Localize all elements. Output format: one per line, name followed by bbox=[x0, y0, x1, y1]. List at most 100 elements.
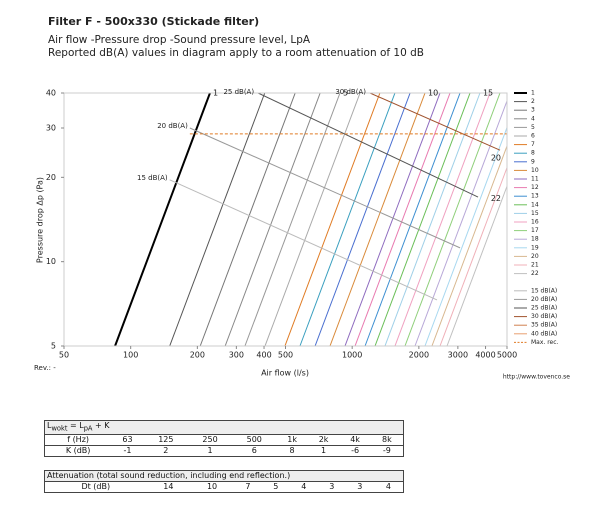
series-line bbox=[244, 93, 341, 346]
series-line bbox=[424, 126, 507, 346]
legend-label: 5 bbox=[531, 124, 535, 131]
table-cell: 500 bbox=[232, 433, 277, 446]
series-line bbox=[189, 127, 461, 249]
table-cell: 1k bbox=[276, 433, 308, 446]
series-line bbox=[264, 93, 361, 346]
table-cell: 7 bbox=[233, 481, 262, 493]
table-cell: 8 bbox=[276, 444, 308, 457]
series-line bbox=[169, 93, 266, 346]
table-cell: 63 bbox=[111, 433, 144, 446]
table-row: f (Hz) 63 125 250 500 1k 2k 4k 8k bbox=[44, 433, 404, 446]
legend-label: 8 bbox=[531, 150, 535, 157]
table-cell: 1 bbox=[307, 444, 340, 457]
table-cell: K (dB) bbox=[44, 444, 112, 457]
series-line bbox=[314, 93, 411, 346]
legend-label: 15 bbox=[531, 210, 539, 217]
table-cell: Dt (dB) bbox=[43, 481, 147, 493]
table-row: K (dB) -1 2 1 6 8 1 -6 -9 bbox=[44, 444, 404, 457]
series-line bbox=[414, 99, 507, 346]
title: Filter F - 500x330 (Stickade filter) bbox=[48, 15, 259, 28]
y-tick-label: 5 bbox=[51, 342, 56, 351]
url: http://www.tovenco.se bbox=[503, 374, 570, 381]
table-cell: -1 bbox=[111, 444, 144, 457]
series-label: 20 dB(A) bbox=[157, 122, 188, 130]
y-tick-label: 40 bbox=[46, 89, 56, 98]
legend-label: 16 bbox=[531, 219, 539, 226]
title-part: = L bbox=[67, 421, 84, 430]
title-part: pA bbox=[83, 424, 93, 433]
x-tick-label: 3000 bbox=[448, 351, 468, 360]
x-tick-label: 5000 bbox=[497, 351, 517, 360]
legend-label: 19 bbox=[531, 244, 539, 251]
series-label: 20 bbox=[491, 154, 501, 163]
series-line bbox=[369, 93, 501, 151]
legend-label: 40 dB(A) bbox=[531, 330, 557, 337]
series-line bbox=[199, 93, 296, 346]
series-line bbox=[394, 93, 491, 346]
legend-label: 6 bbox=[531, 133, 535, 140]
series-line bbox=[404, 93, 501, 346]
legend-label: 14 bbox=[531, 201, 539, 208]
table-cell: 2 bbox=[143, 444, 188, 457]
series-line bbox=[439, 166, 507, 346]
series-label: 5 bbox=[343, 89, 348, 98]
series-label: 25 dB(A) bbox=[223, 88, 254, 96]
y-axis-title: Pressure drop Δp (Pa) bbox=[36, 177, 45, 263]
table-cell: -6 bbox=[339, 444, 371, 457]
series-label: 15 dB(A) bbox=[137, 174, 168, 182]
series-line bbox=[344, 93, 441, 346]
revision: Rev.: - bbox=[34, 364, 56, 372]
subtitle: Reported dB(A) values in diagram apply t… bbox=[48, 47, 424, 59]
table-cell: 4 bbox=[289, 481, 318, 493]
legend-label: Max. rec. bbox=[531, 339, 559, 346]
x-tick-label: 500 bbox=[278, 351, 293, 360]
x-tick-label: 200 bbox=[190, 351, 205, 360]
series-label: 1 bbox=[213, 89, 218, 98]
table-cell: 14 bbox=[146, 481, 191, 493]
x-tick-label: 50 bbox=[59, 351, 69, 360]
series-line bbox=[374, 93, 471, 346]
table-cell: 3 bbox=[317, 481, 346, 493]
legend-label: 3 bbox=[531, 107, 535, 114]
series-label: 22 bbox=[491, 194, 501, 203]
legend-label: 21 bbox=[531, 262, 539, 269]
legend-label: 18 bbox=[531, 236, 539, 243]
x-tick-label: 100 bbox=[123, 351, 138, 360]
table-cell: 5 bbox=[261, 481, 290, 493]
legend-label: 30 dB(A) bbox=[531, 313, 557, 320]
table-cell: 250 bbox=[187, 433, 233, 446]
subtitle: Air flow -Pressure drop -Sound pressure … bbox=[48, 34, 311, 46]
legend-label: 25 dB(A) bbox=[531, 305, 557, 312]
table-cell: 6 bbox=[232, 444, 277, 457]
y-tick-label: 10 bbox=[46, 257, 56, 266]
series-line bbox=[284, 93, 381, 346]
legend-label: 9 bbox=[531, 158, 535, 165]
table: Attenuation (total sound reduction, incl… bbox=[43, 470, 404, 493]
table-cell: -9 bbox=[370, 444, 404, 457]
chart: Filter F - 500x330 (Stickade filter) Air… bbox=[34, 15, 570, 381]
table-cell: 1 bbox=[187, 444, 233, 457]
legend-label: 12 bbox=[531, 184, 539, 191]
x-tick-label: 2000 bbox=[409, 351, 429, 360]
x-tick-label: 4000 bbox=[475, 351, 495, 360]
series-label: 30 dB(A) bbox=[335, 88, 366, 96]
series-line bbox=[114, 93, 211, 346]
title-part: L bbox=[47, 421, 52, 430]
series-line bbox=[224, 93, 321, 346]
legend-label: 15 dB(A) bbox=[531, 287, 557, 294]
table-title-row: Attenuation (total sound reduction, incl… bbox=[44, 470, 404, 482]
series-line bbox=[364, 93, 461, 346]
x-tick-label: 300 bbox=[229, 351, 244, 360]
series-line bbox=[384, 93, 481, 346]
title-part: Attenuation (total sound reduction, incl… bbox=[47, 471, 291, 480]
legend-label: 20 dB(A) bbox=[531, 296, 557, 303]
legend-label: 22 bbox=[531, 270, 539, 277]
series-line bbox=[329, 93, 426, 346]
table-cell: 4k bbox=[339, 433, 371, 446]
x-tick-label: 1000 bbox=[342, 351, 362, 360]
legend-label: 13 bbox=[531, 193, 539, 200]
plot-area bbox=[63, 92, 508, 347]
legend-label: 35 dB(A) bbox=[531, 322, 557, 329]
